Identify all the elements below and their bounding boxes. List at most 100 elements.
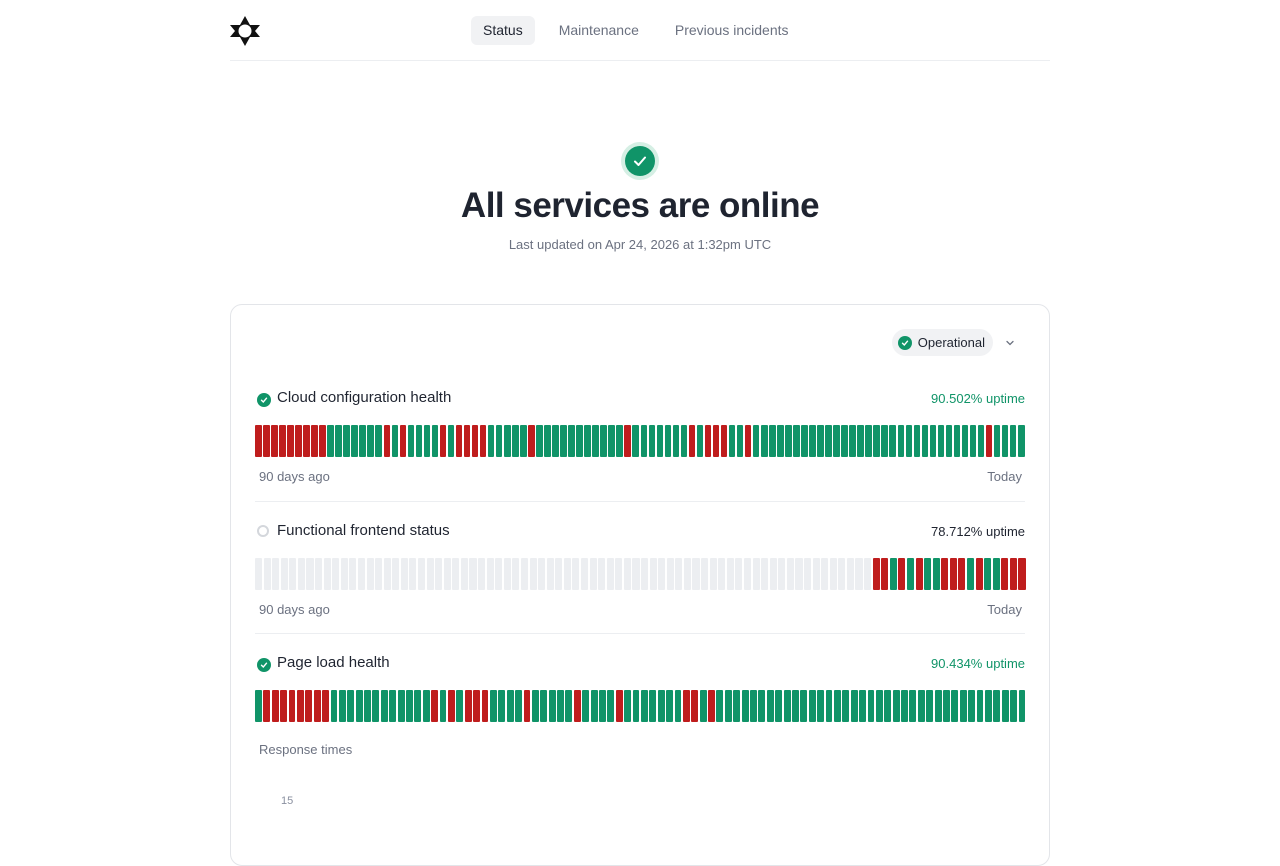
- uptime-day-bar-operational[interactable]: [992, 558, 1000, 590]
- uptime-day-bar-outage[interactable]: [691, 690, 699, 722]
- uptime-day-bar-operational[interactable]: [487, 425, 495, 457]
- uptime-day-bar-no-data[interactable]: [795, 558, 803, 590]
- uptime-day-bar-no-data[interactable]: [580, 558, 589, 590]
- uptime-day-bar-operational[interactable]: [937, 425, 945, 457]
- uptime-day-bar-operational[interactable]: [338, 690, 346, 722]
- uptime-day-bar-operational[interactable]: [397, 690, 405, 722]
- uptime-day-bar-outage[interactable]: [280, 690, 288, 722]
- uptime-day-bar-no-data[interactable]: [417, 558, 426, 590]
- uptime-day-bar-outage[interactable]: [1018, 558, 1026, 590]
- uptime-day-bar-no-data[interactable]: [572, 558, 580, 590]
- uptime-day-bar-operational[interactable]: [817, 425, 824, 457]
- uptime-day-bar-operational[interactable]: [607, 690, 615, 722]
- uptime-day-bar-operational[interactable]: [750, 690, 757, 722]
- uptime-day-bar-no-data[interactable]: [435, 558, 443, 590]
- uptime-day-bar-operational[interactable]: [503, 425, 511, 457]
- uptime-day-bar-operational[interactable]: [752, 425, 760, 457]
- uptime-day-bar-no-data[interactable]: [692, 558, 700, 590]
- uptime-day-bar-operational[interactable]: [785, 425, 792, 457]
- uptime-day-bar-outage[interactable]: [704, 425, 712, 457]
- uptime-day-bar-operational[interactable]: [666, 690, 674, 722]
- uptime-day-bar-operational[interactable]: [632, 425, 639, 457]
- uptime-day-bar-operational[interactable]: [766, 690, 774, 722]
- uptime-day-bar-outage[interactable]: [473, 690, 481, 722]
- uptime-day-bar-operational[interactable]: [889, 425, 896, 457]
- uptime-day-bar-operational[interactable]: [977, 425, 985, 457]
- uptime-day-bar-outage[interactable]: [287, 425, 294, 457]
- uptime-day-bar-outage[interactable]: [949, 558, 957, 590]
- uptime-day-bar-operational[interactable]: [599, 690, 606, 722]
- uptime-day-bar-outage[interactable]: [455, 425, 463, 457]
- uptime-day-bar-outage[interactable]: [439, 425, 447, 457]
- uptime-day-bar-operational[interactable]: [657, 690, 665, 722]
- uptime-day-bar-operational[interactable]: [640, 690, 648, 722]
- uptime-day-bar-operational[interactable]: [842, 690, 850, 722]
- uptime-day-bar-no-data[interactable]: [718, 558, 726, 590]
- uptime-day-bar-no-data[interactable]: [606, 558, 614, 590]
- uptime-day-bar-operational[interactable]: [1009, 425, 1017, 457]
- uptime-day-bar-operational[interactable]: [833, 690, 841, 722]
- uptime-day-bar-operational[interactable]: [423, 425, 431, 457]
- uptime-day-bar-operational[interactable]: [875, 690, 883, 722]
- uptime-day-bar-no-data[interactable]: [272, 558, 280, 590]
- uptime-day-bar-outage[interactable]: [1009, 558, 1017, 590]
- uptime-day-bar-operational[interactable]: [495, 425, 503, 457]
- uptime-day-bar-operational[interactable]: [380, 690, 388, 722]
- uptime-day-bar-operational[interactable]: [934, 690, 942, 722]
- uptime-day-bar-no-data[interactable]: [538, 558, 546, 590]
- uptime-day-bar-no-data[interactable]: [495, 558, 503, 590]
- uptime-day-bar-no-data[interactable]: [615, 558, 623, 590]
- uptime-day-bar-operational[interactable]: [439, 690, 447, 722]
- uptime-day-bar-operational[interactable]: [961, 425, 969, 457]
- uptime-day-bar-outage[interactable]: [471, 425, 479, 457]
- uptime-day-bar-operational[interactable]: [512, 425, 519, 457]
- uptime-day-bar-operational[interactable]: [783, 690, 791, 722]
- uptime-day-bar-operational[interactable]: [255, 690, 262, 722]
- uptime-day-bar-operational[interactable]: [680, 425, 688, 457]
- uptime-day-bar-no-data[interactable]: [443, 558, 451, 590]
- uptime-day-bar-no-data[interactable]: [255, 558, 263, 590]
- uptime-day-bar-operational[interactable]: [976, 690, 984, 722]
- uptime-day-bar-operational[interactable]: [672, 425, 680, 457]
- uptime-day-bar-operational[interactable]: [808, 690, 816, 722]
- uptime-day-bar-operational[interactable]: [867, 690, 875, 722]
- uptime-day-bar-operational[interactable]: [889, 558, 897, 590]
- uptime-day-bar-no-data[interactable]: [701, 558, 709, 590]
- uptime-day-bar-operational[interactable]: [355, 690, 363, 722]
- uptime-day-bar-outage[interactable]: [985, 425, 993, 457]
- uptime-day-bar-outage[interactable]: [303, 425, 310, 457]
- uptime-day-bar-operational[interactable]: [951, 690, 959, 722]
- uptime-day-bar-no-data[interactable]: [864, 558, 872, 590]
- uptime-day-bar-operational[interactable]: [456, 690, 464, 722]
- uptime-day-bar-no-data[interactable]: [529, 558, 537, 590]
- uptime-day-bar-no-data[interactable]: [383, 558, 391, 590]
- uptime-day-bar-no-data[interactable]: [289, 558, 297, 590]
- uptime-day-bar-outage[interactable]: [263, 425, 270, 457]
- uptime-day-bar-operational[interactable]: [825, 425, 832, 457]
- uptime-day-bar-operational[interactable]: [897, 425, 905, 457]
- uptime-day-bar-operational[interactable]: [984, 690, 992, 722]
- uptime-day-bar-operational[interactable]: [422, 690, 430, 722]
- uptime-day-bar-operational[interactable]: [801, 425, 808, 457]
- uptime-day-bar-operational[interactable]: [917, 690, 925, 722]
- uptime-day-bar-outage[interactable]: [688, 425, 696, 457]
- tab-previous-incidents[interactable]: Previous incidents: [674, 22, 789, 38]
- uptime-day-bar-no-data[interactable]: [632, 558, 640, 590]
- uptime-day-bar-no-data[interactable]: [812, 558, 820, 590]
- uptime-day-bar-operational[interactable]: [817, 690, 825, 722]
- uptime-day-bar-operational[interactable]: [447, 425, 455, 457]
- uptime-day-bar-operational[interactable]: [833, 425, 840, 457]
- uptime-day-bar-no-data[interactable]: [623, 558, 631, 590]
- uptime-day-bar-operational[interactable]: [857, 425, 864, 457]
- uptime-day-bar-outage[interactable]: [271, 425, 278, 457]
- uptime-day-bar-operational[interactable]: [515, 690, 522, 722]
- uptime-day-bar-operational[interactable]: [372, 690, 380, 722]
- uptime-day-bar-no-data[interactable]: [641, 558, 649, 590]
- uptime-day-bar-outage[interactable]: [271, 690, 279, 722]
- uptime-day-bar-outage[interactable]: [383, 425, 391, 457]
- uptime-day-bar-outage[interactable]: [744, 425, 752, 457]
- uptime-day-bar-operational[interactable]: [540, 690, 548, 722]
- uptime-day-bar-no-data[interactable]: [478, 558, 486, 590]
- uptime-day-bar-no-data[interactable]: [546, 558, 554, 590]
- uptime-day-bar-operational[interactable]: [351, 425, 358, 457]
